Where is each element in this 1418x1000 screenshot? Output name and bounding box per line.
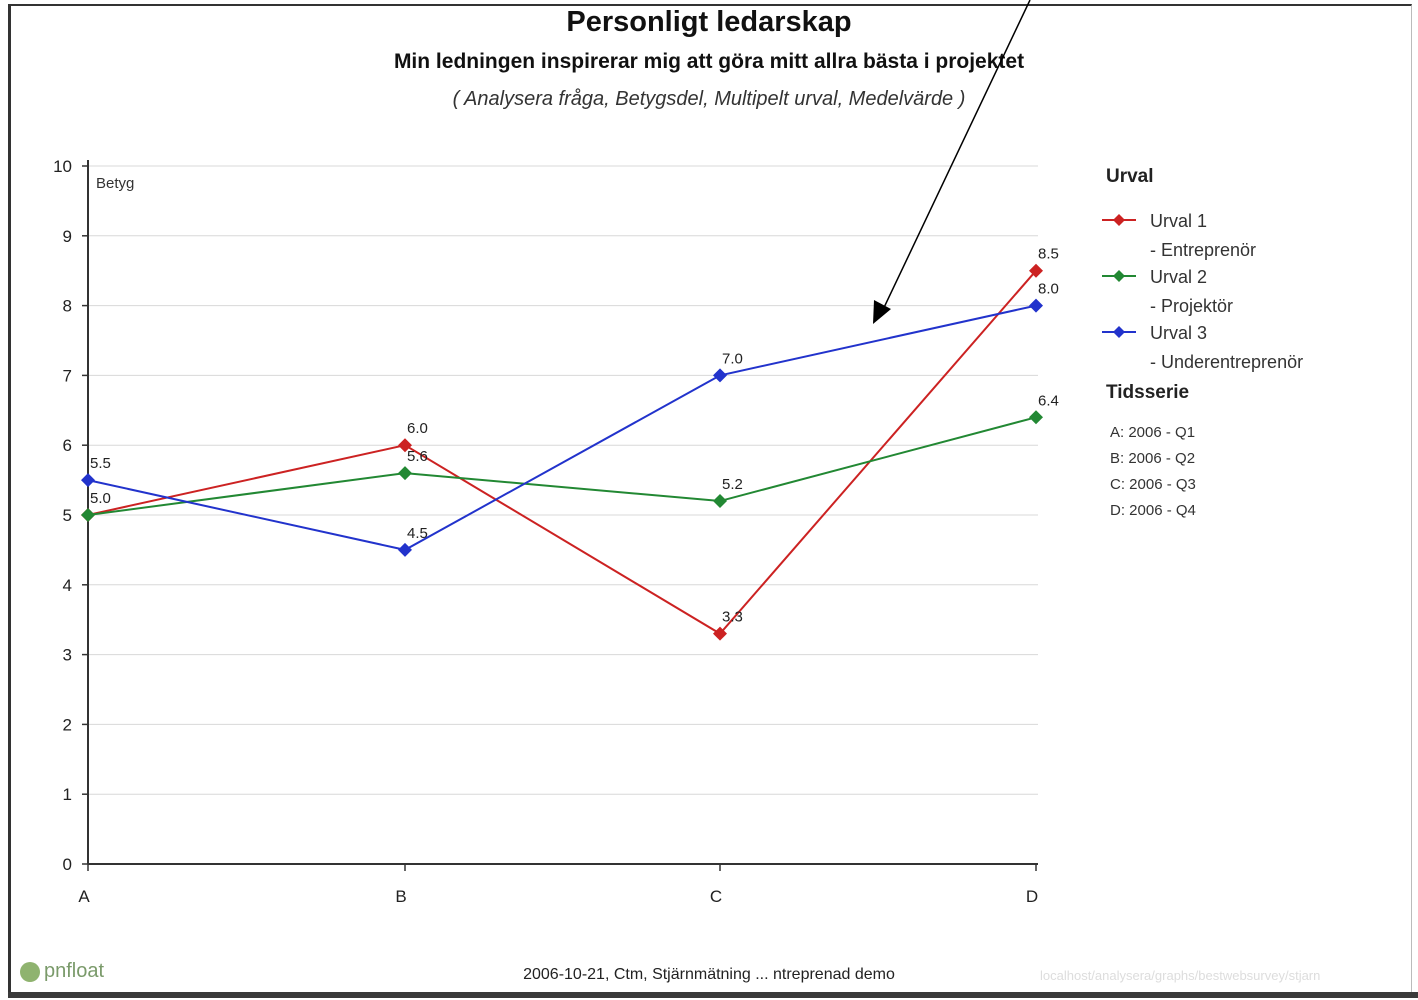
x-tick-label: A [78,887,90,906]
legend-swatch-marker [1113,270,1125,282]
chart-note: ( Analysera fråga, Betygsdel, Multipelt … [452,88,966,110]
y-tick-label: 2 [63,715,72,734]
y-tick-label: 9 [63,227,72,246]
series-group [81,263,1043,641]
y-tick-label: 6 [63,436,72,455]
footer-url: localhost/analysera/graphs/bestwebsurvey… [1040,968,1321,983]
data-point [1029,263,1043,278]
grid-lines [88,165,1038,795]
data-label: 5.6 [407,448,428,465]
data-label: 7.0 [722,350,743,367]
data-point [713,494,727,509]
data-point [713,368,727,383]
data-label: 8.0 [1038,281,1059,298]
data-label: 4.5 [407,525,428,542]
legend-entry-subtitle: - Entreprenör [1150,240,1256,260]
y-tick-label: 1 [63,785,72,804]
data-point [81,473,95,488]
data-point [398,542,412,557]
data-label: 5.2 [722,476,743,493]
y-tick-label: 7 [63,366,72,385]
y-tick-label: 0 [63,855,72,874]
y-tick-label: 8 [63,297,72,316]
data-label: 5.5 [90,455,111,472]
timeseries-entry: A: 2006 - Q1 [1110,424,1195,441]
x-tick-label: C [710,887,722,906]
series-line [87,304,1037,551]
timeseries-entry: B: 2006 - Q2 [1110,450,1195,467]
y-axis-label: Betyg [96,175,134,192]
data-labels: 5.0 6.0 3.3 8.5 5.6 5.2 6.4 5.5 4.5 7.0 8.0 [90,246,1059,626]
x-tick-label: B [395,887,406,906]
legend-swatch-marker [1113,214,1125,226]
data-point [81,508,95,522]
legend-entry-subtitle: - Underentreprenör [1150,352,1303,372]
arrow-head [873,300,891,324]
logo-icon [20,961,40,982]
y-tick-label: 5 [63,506,72,525]
data-label: 6.0 [407,420,428,437]
legend-title: Urval [1106,166,1154,187]
chart-subtitle: Min ledningen inspirerar mig att göra mi… [393,50,1025,73]
arrow-line [879,0,1031,317]
data-point [1029,298,1043,313]
data-label: 5.0 [90,490,111,507]
timeseries-entry: D: 2006 - Q4 [1110,502,1196,519]
series-line [87,270,1037,635]
timeseries-title: Tidsserie [1106,382,1189,403]
legend-swatch-marker [1113,326,1125,338]
data-point [398,466,412,481]
annotation-arrow [873,0,1031,324]
bottom-rule [8,992,1418,998]
legend-entry-name: Urval 3 [1150,323,1207,343]
data-label: 6.4 [1038,392,1059,409]
timeseries-entry: C: 2006 - Q3 [1110,476,1196,493]
series-line [87,416,1037,516]
y-tick-label: 10 [53,157,72,176]
legend-entry-subtitle: - Projektör [1150,296,1233,316]
axes: 0 1 2 3 4 5 6 7 8 9 10 A B C D [53,157,1038,906]
data-label: 3.3 [722,609,743,626]
chart-frame [8,4,1412,992]
data-point [1029,410,1043,425]
data-point [398,438,412,453]
logo-text: pnfloat [44,960,105,982]
y-tick-label: 4 [63,576,72,595]
chart-title: Personligt ledarskap [566,6,852,38]
legend-entry-name: Urval 1 [1150,211,1207,231]
y-tick-label: 3 [63,646,72,665]
footer-text: 2006-10-21, Ctm, Stjärnmätning ... ntrep… [523,966,895,983]
x-tick-label: D [1026,887,1038,906]
legend-entry-name: Urval 2 [1150,267,1207,287]
legend: Urval Urval 1 - Entreprenör Urval 2 - Projek… [1102,166,1303,519]
footer-logo: pnfloat [20,960,104,983]
data-point [713,626,727,641]
data-label: 8.5 [1038,246,1059,263]
